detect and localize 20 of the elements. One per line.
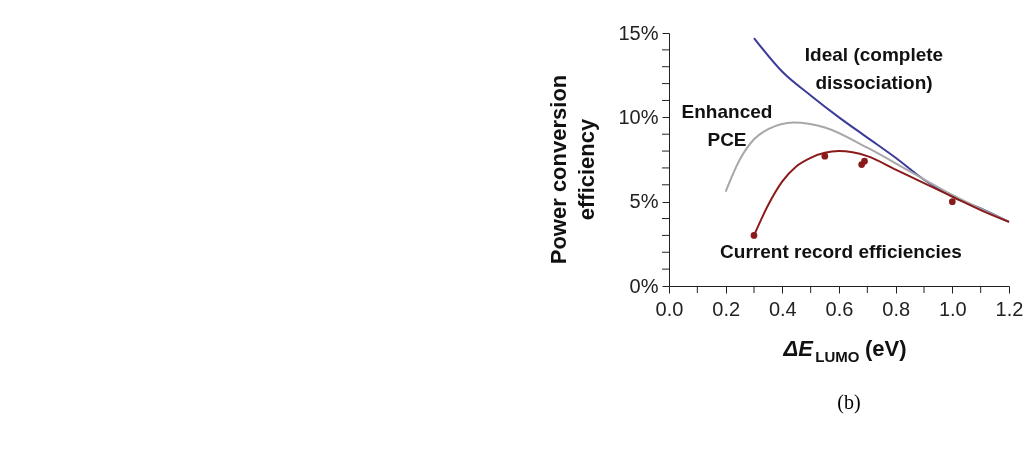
point	[750, 232, 758, 239]
y-tick-label: 15%	[618, 21, 659, 44]
x-tick-label: 0.0	[655, 297, 684, 320]
series-label: Ideal (complete dissociation)	[804, 44, 944, 93]
y-tick-label: 0%	[629, 274, 659, 297]
text: (b)	[837, 391, 861, 414]
x-tick-label: 0.8	[882, 297, 911, 320]
y-axis-title: Power conversion efficiency	[546, 74, 599, 265]
series-label: Enhanced PCE	[681, 101, 773, 150]
x-tick-label: 0.4	[768, 297, 797, 320]
x-tick-label: 0.2	[712, 297, 741, 320]
y-tick-label: 5%	[629, 190, 659, 213]
x-tick-label: 1.2	[995, 297, 1024, 320]
x-tick-label: 0.6	[825, 297, 854, 320]
x-tick-label: 1.0	[938, 297, 967, 320]
point	[821, 152, 829, 160]
point	[948, 198, 956, 206]
series-label: Current record efficiencies	[720, 241, 962, 262]
y-tick-label: 10%	[618, 105, 659, 128]
point	[861, 157, 868, 165]
